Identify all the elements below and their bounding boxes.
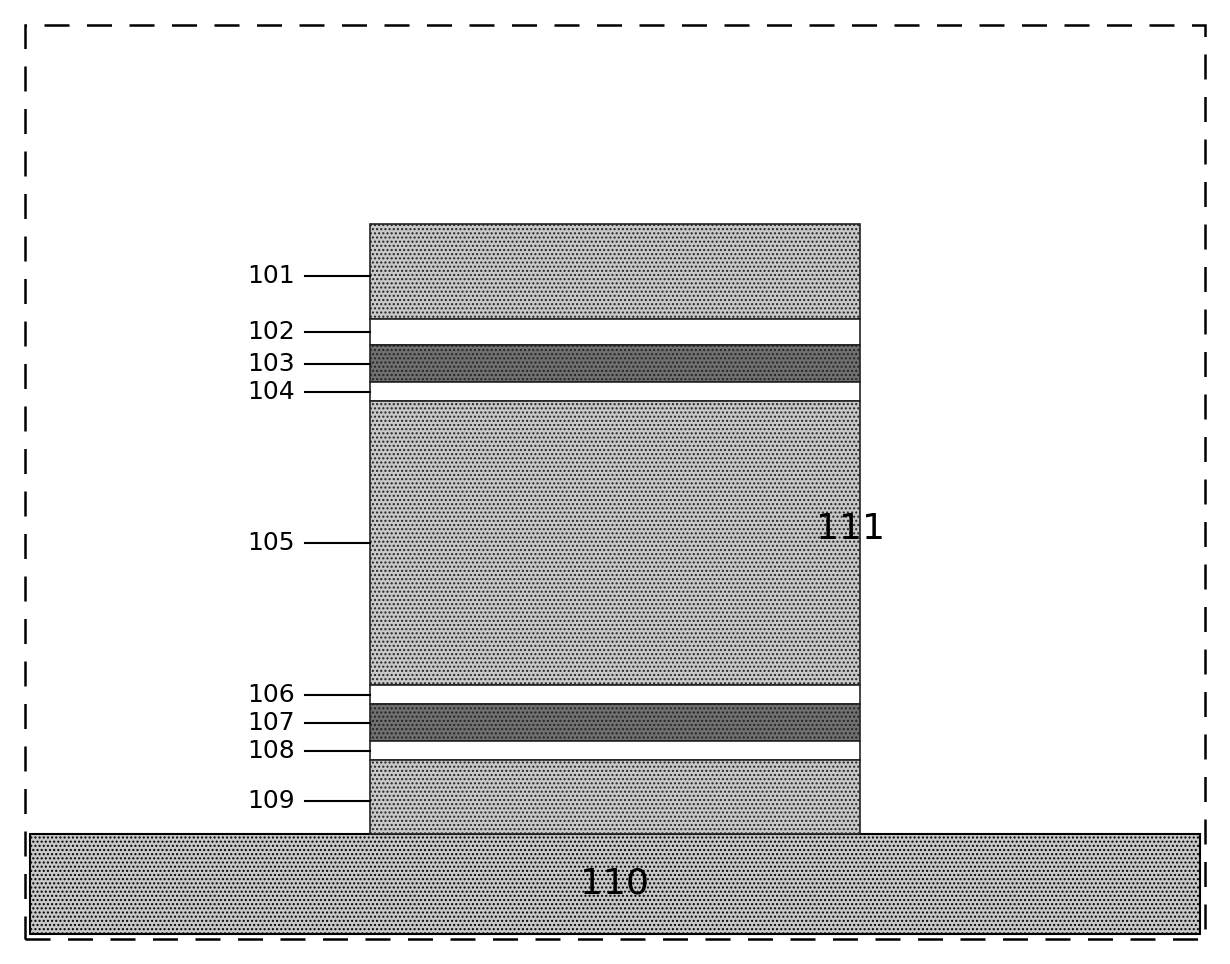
Bar	[30, 834, 1200, 934]
Text: 108: 108	[247, 738, 295, 763]
Bar	[370, 761, 860, 834]
Bar	[370, 319, 860, 345]
Bar	[370, 401, 860, 685]
Text: 106: 106	[247, 683, 295, 707]
Text: 109: 109	[247, 789, 295, 813]
Text: 110: 110	[581, 867, 649, 901]
Text: 101: 101	[247, 264, 295, 288]
Bar	[370, 345, 860, 382]
Bar	[370, 705, 860, 741]
Bar	[370, 224, 860, 319]
Text: 103: 103	[247, 352, 295, 376]
Text: 102: 102	[247, 320, 295, 344]
Text: 111: 111	[815, 512, 884, 546]
Text: 107: 107	[247, 710, 295, 735]
Bar	[370, 382, 860, 401]
Bar	[370, 685, 860, 705]
Text: 105: 105	[247, 531, 295, 555]
Text: 104: 104	[247, 380, 295, 404]
Bar	[370, 741, 860, 761]
